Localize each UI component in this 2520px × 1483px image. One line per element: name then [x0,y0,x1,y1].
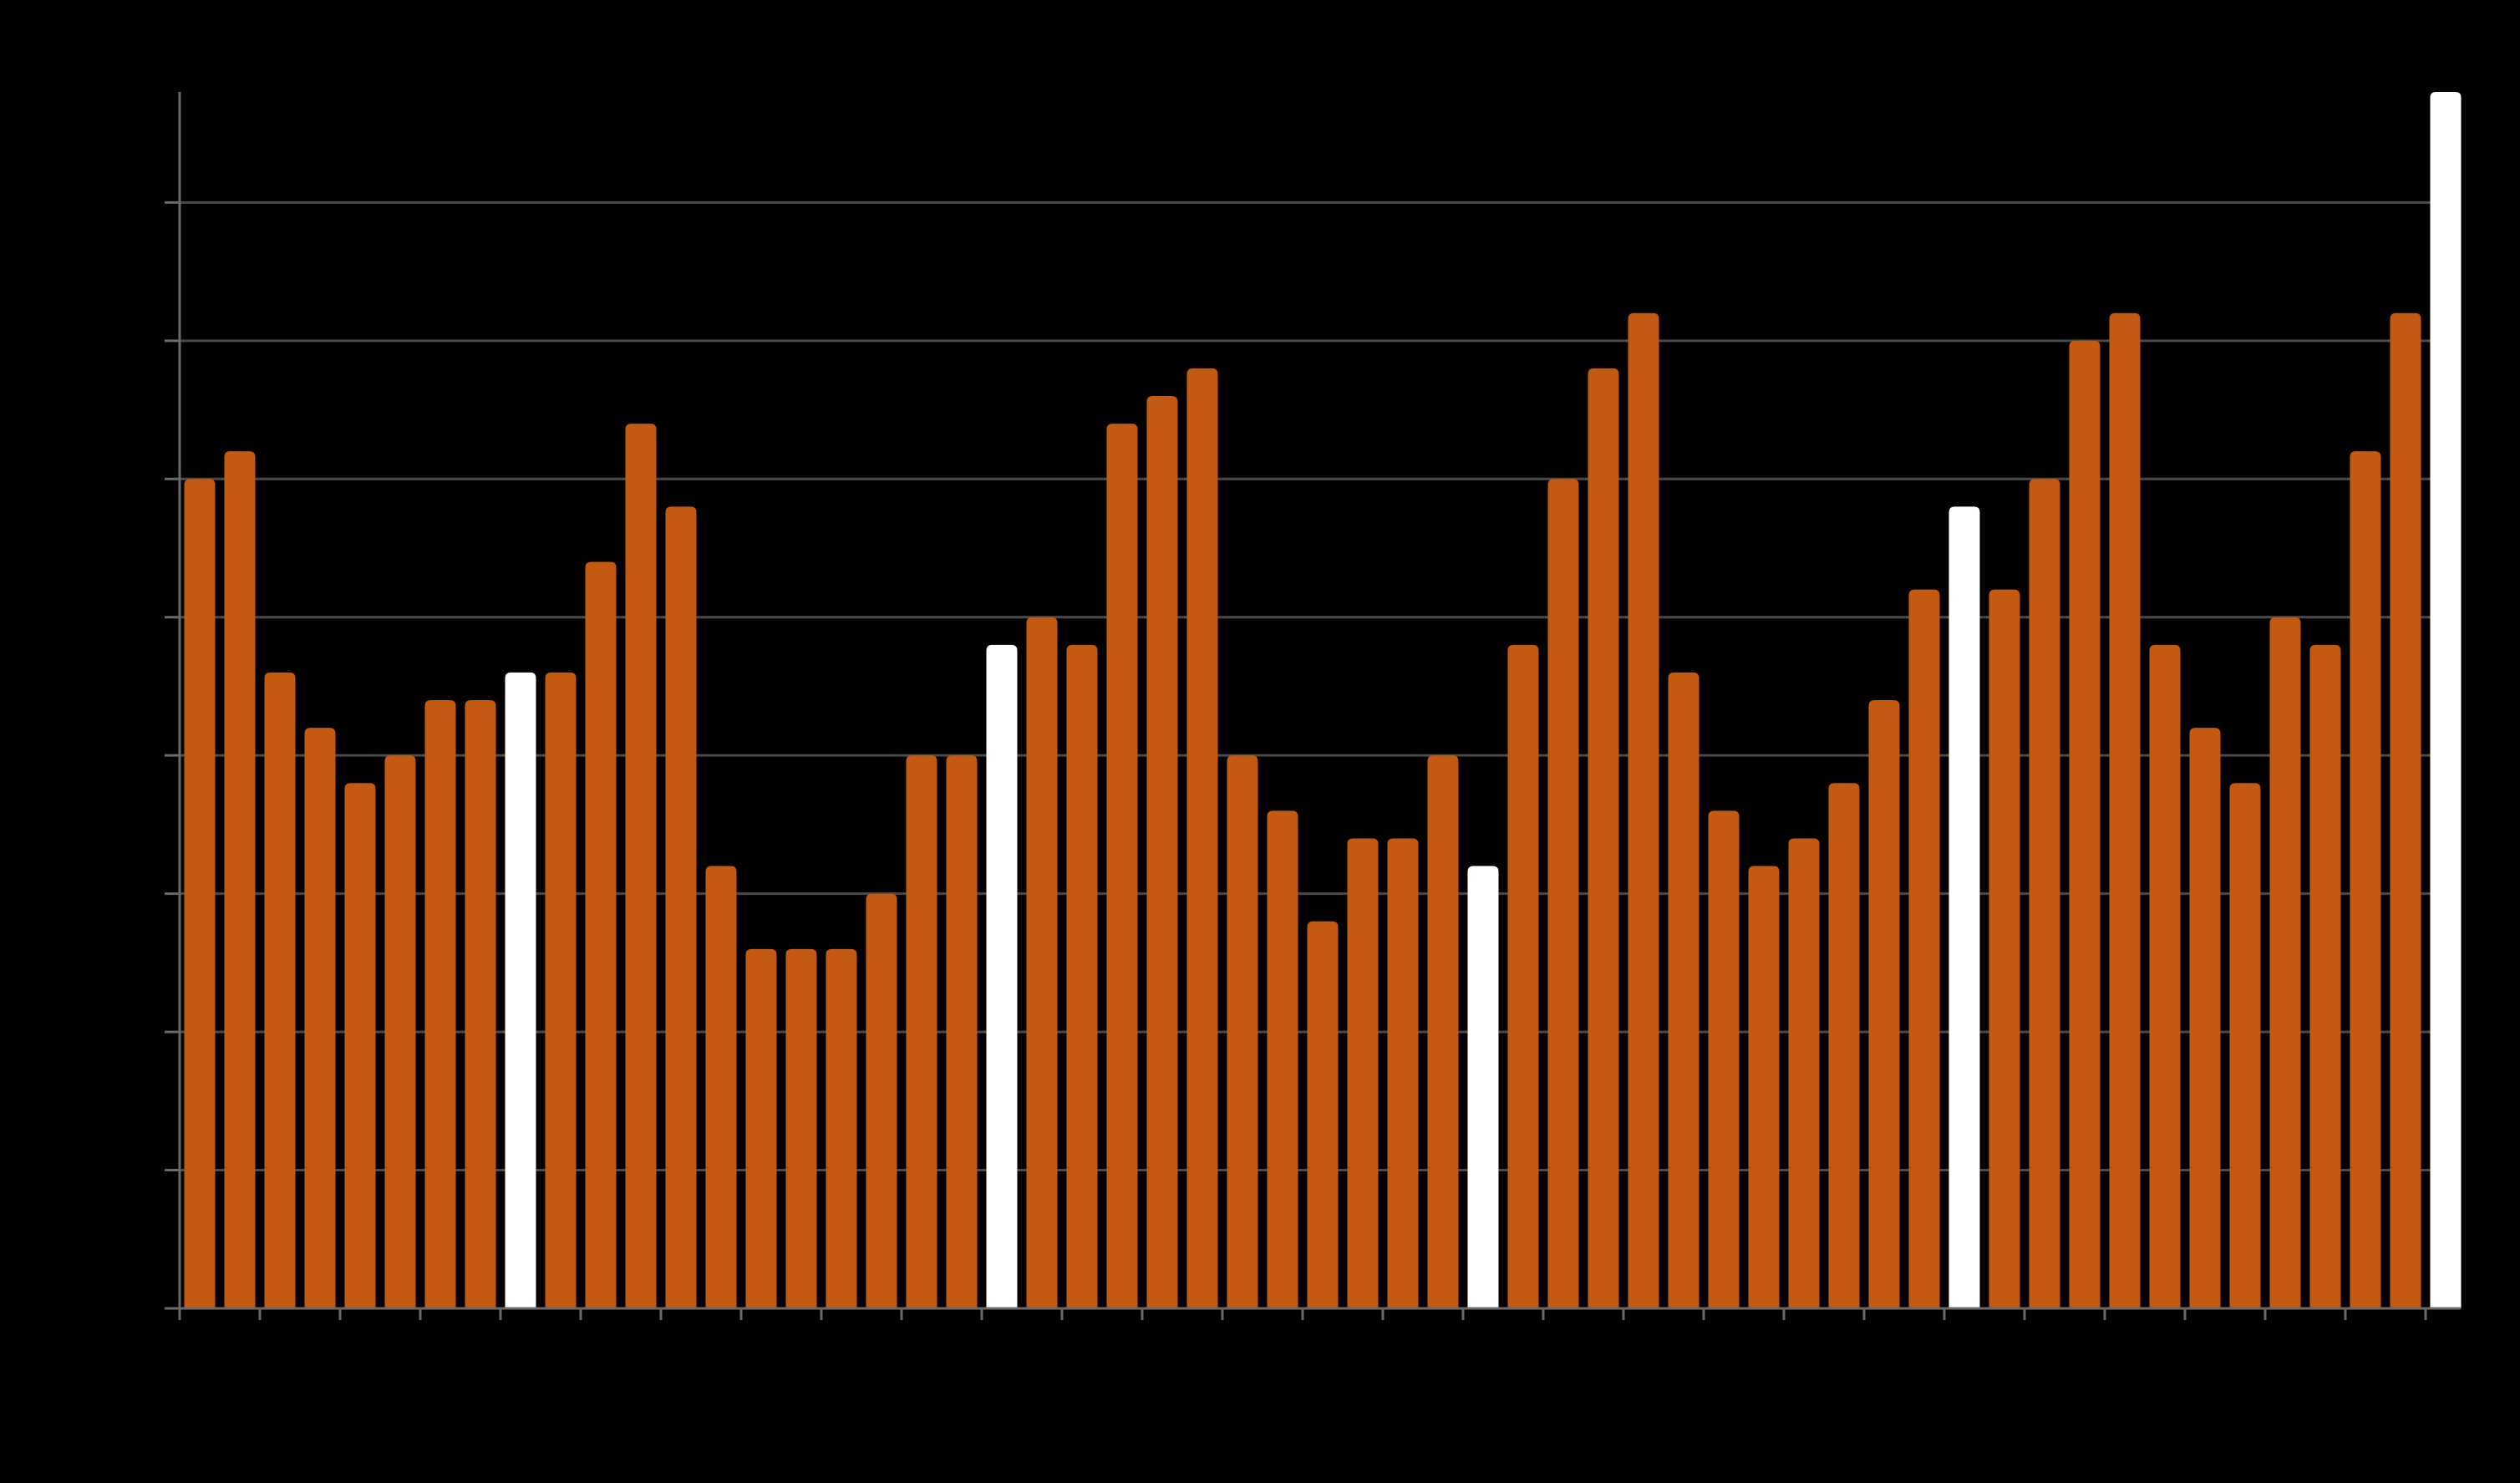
bar-highlight [2430,92,2462,1308]
bar [1668,672,1699,1308]
bar [2309,644,2341,1308]
bar [585,561,617,1308]
bar [344,783,376,1308]
bar [424,700,456,1308]
bar [1748,866,1780,1308]
bar-highlight [1467,866,1499,1308]
bar [1547,479,1579,1308]
bar [1026,617,1058,1308]
bar [745,948,777,1308]
bar [2350,451,2381,1308]
bar [2109,312,2141,1308]
bar-highlight [1948,506,1980,1308]
bar [2029,479,2060,1308]
axis-layer [165,92,2461,1320]
bar [826,948,857,1308]
bar [1427,755,1459,1308]
bar [1868,700,1900,1308]
bar [1507,644,1539,1308]
bar [1307,921,1339,1308]
bar [1106,424,1138,1308]
bar [184,479,216,1308]
bar [1347,838,1379,1308]
bar [1186,368,1218,1309]
bar [2229,783,2261,1308]
bar [1788,838,1820,1308]
bar [1267,810,1298,1308]
bar [1708,810,1740,1308]
bar [1146,396,1178,1308]
bar [665,506,697,1308]
bar-highlight [986,644,1018,1308]
bar [946,755,978,1308]
bar [625,424,657,1308]
bar [545,672,577,1308]
bar [1227,755,1258,1308]
bar [2390,312,2421,1308]
bar [1828,783,1860,1308]
bar [465,700,496,1308]
bar [264,672,296,1308]
bar [1588,368,1619,1309]
bar [1908,589,1940,1308]
bar [384,755,416,1308]
bar [1387,838,1419,1308]
bar [2149,644,2181,1308]
bar [2189,728,2221,1308]
bar [2069,340,2101,1309]
bar [224,451,256,1308]
bar [304,728,336,1308]
bar [705,866,737,1308]
bar [785,948,817,1308]
bar [1989,589,2020,1308]
bar [1628,312,1659,1308]
bar-highlight [505,672,536,1308]
bar [1066,644,1098,1308]
bar [2269,617,2301,1308]
bar [866,893,897,1308]
bar [906,755,937,1308]
bars-layer [184,92,2462,1309]
